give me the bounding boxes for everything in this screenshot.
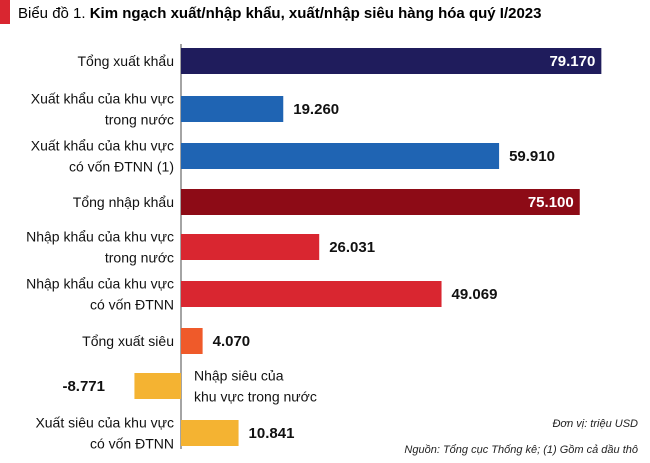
bar-2 — [181, 96, 284, 122]
value-label-5: 26.031 — [329, 239, 375, 256]
bar-3 — [181, 143, 500, 169]
category-label-1-1: Tổng xuất khẩu — [77, 53, 174, 69]
value-label-6: 49.069 — [452, 286, 498, 303]
bar-6 — [181, 281, 442, 307]
category-label-5-2: trong nước — [105, 250, 174, 266]
category-label-5-1: Nhập khẩu của khu vực — [26, 229, 174, 245]
unit-note: Đơn vị: triệu USD — [552, 418, 638, 430]
category-label-4-1: Tổng nhập khẩu — [73, 194, 174, 210]
value-label-7: 4.070 — [213, 333, 251, 350]
chart-title-prefix: Biểu đồ 1. — [18, 5, 90, 22]
chart-title: Biểu đồ 1. Kim ngạch xuất/nhập khẩu, xuấ… — [18, 5, 541, 22]
category-label-6-2: có vốn ĐTNN — [90, 297, 174, 313]
value-label-3: 59.910 — [509, 148, 555, 165]
bar-8 — [134, 373, 181, 399]
bar-1 — [181, 48, 602, 74]
category-label-2-1: Xuất khẩu của khu vực — [31, 91, 174, 107]
value-label-8: -8.771 — [62, 378, 105, 395]
category-label-3-2: có vốn ĐTNN (1) — [69, 159, 174, 175]
category-label-2-2: trong nước — [105, 112, 174, 128]
chart-title-main: Kim ngạch xuất/nhập khẩu, xuất/nhập siêu… — [90, 5, 542, 22]
category-label-9-2: có vốn ĐTNN — [90, 436, 174, 452]
category-label-8-2: khu vực trong nước — [194, 389, 317, 405]
category-label-8-1: Nhập siêu của — [194, 368, 284, 384]
category-label-7-1: Tổng xuất siêu — [82, 333, 174, 349]
category-label-9-1: Xuất siêu của khu vực — [35, 415, 174, 431]
bar-4 — [181, 189, 580, 215]
source-note: Nguồn: Tổng cục Thống kê; (1) Gồm cả dầu… — [404, 444, 638, 456]
bar-9 — [181, 420, 239, 446]
title-accent-bar — [0, 0, 10, 24]
category-label-6-1: Nhập khẩu của khu vực — [26, 276, 174, 292]
bar-7 — [181, 328, 203, 354]
value-label-9: 10.841 — [249, 425, 295, 442]
value-label-2: 19.260 — [293, 101, 339, 118]
category-label-3-1: Xuất khẩu của khu vực — [31, 138, 174, 154]
value-label-4: 75.100 — [528, 194, 574, 211]
bar-5 — [181, 234, 320, 260]
value-label-1: 79.170 — [549, 53, 595, 70]
